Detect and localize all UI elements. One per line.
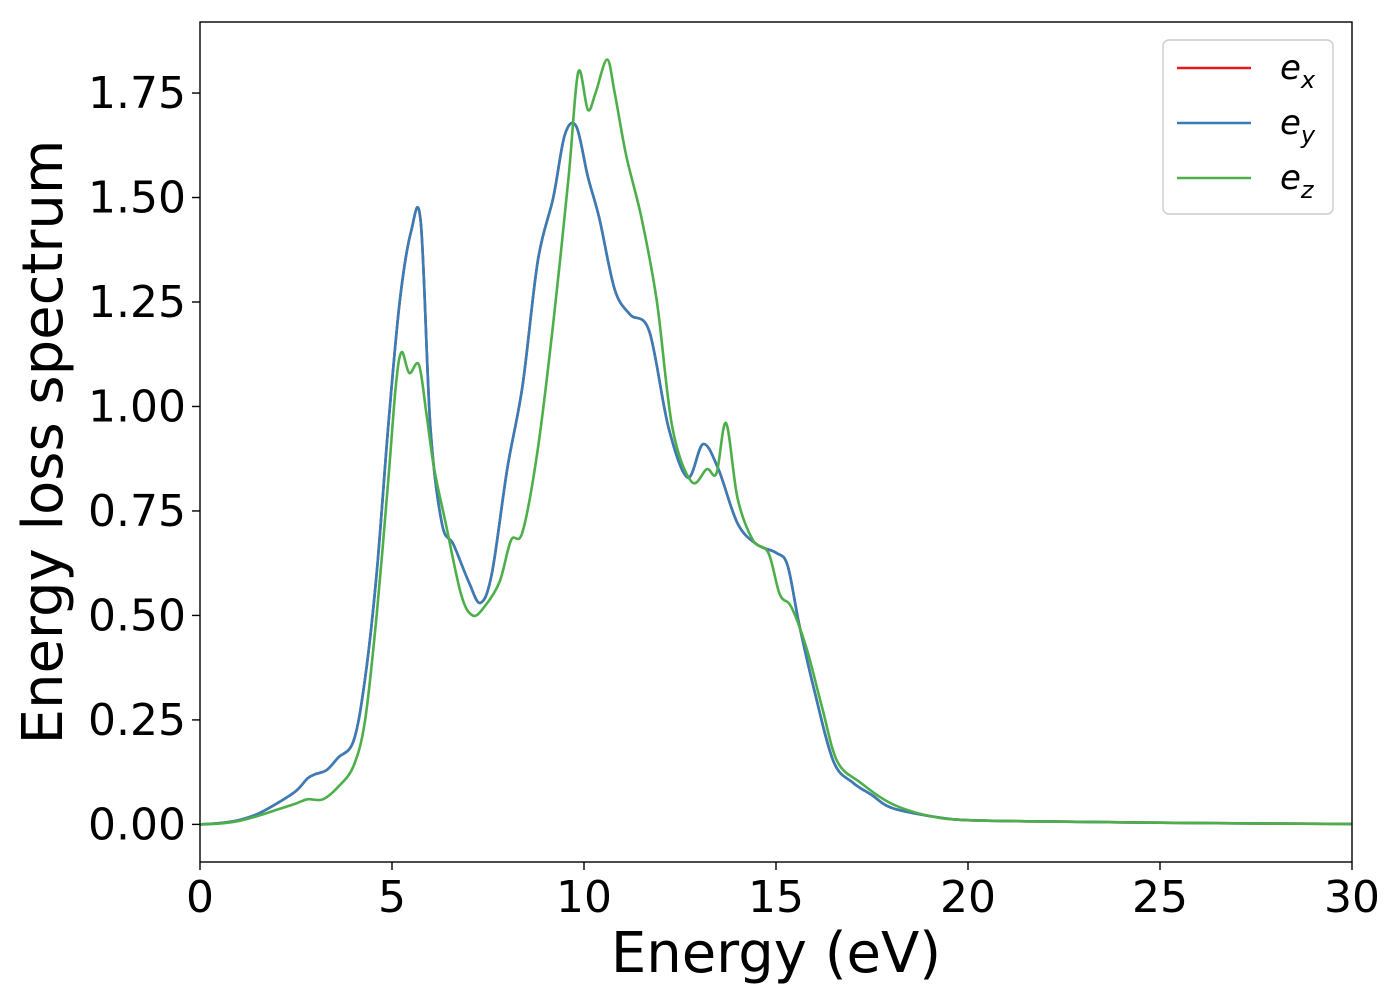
y-tick-label: 0.50 <box>88 590 186 641</box>
legend-label-base: e <box>1280 103 1301 143</box>
series-line-ez <box>200 58 1352 826</box>
legend-label-base: e <box>1280 158 1301 198</box>
y-tick-label: 0.00 <box>88 799 186 850</box>
y-tick-label: 1.00 <box>88 381 186 432</box>
x-tick-label: 10 <box>556 872 612 923</box>
y-tick-label: 1.50 <box>88 173 186 224</box>
y-tick-label: 0.25 <box>88 695 186 746</box>
y-tick-label: 1.25 <box>88 277 186 328</box>
legend-label-ez: ez <box>1280 158 1315 204</box>
x-tick-label: 0 <box>186 872 214 923</box>
legend-label-subscript: y <box>1300 121 1316 149</box>
y-axis-title: Energy loss spectrum <box>11 140 76 745</box>
legend-label-base: e <box>1280 48 1301 88</box>
legend-label-ey: ey <box>1280 103 1316 149</box>
y-tick-label: 0.75 <box>88 486 186 537</box>
series-line-ey <box>200 121 1352 826</box>
x-axis: 0 5 10 15 20 25 30 <box>186 862 1380 923</box>
x-tick-label: 30 <box>1324 872 1380 923</box>
legend-label-ex: ex <box>1280 48 1316 94</box>
x-tick-label: 20 <box>940 872 996 923</box>
x-tick-label: 25 <box>1132 872 1188 923</box>
series-line-ex <box>200 121 1352 826</box>
x-axis-title: Energy (eV) <box>611 921 941 986</box>
x-tick-label: 15 <box>748 872 804 923</box>
legend-label-subscript: x <box>1300 66 1316 94</box>
y-axis: 0.00 0.25 0.50 0.75 1.00 1.25 1.50 1.75 <box>88 68 200 850</box>
x-tick-label: 5 <box>378 872 406 923</box>
legend-label-subscript: z <box>1300 176 1315 204</box>
legend-box <box>1162 39 1334 215</box>
series-layer <box>200 58 1352 826</box>
y-tick-label: 1.75 <box>88 68 186 119</box>
